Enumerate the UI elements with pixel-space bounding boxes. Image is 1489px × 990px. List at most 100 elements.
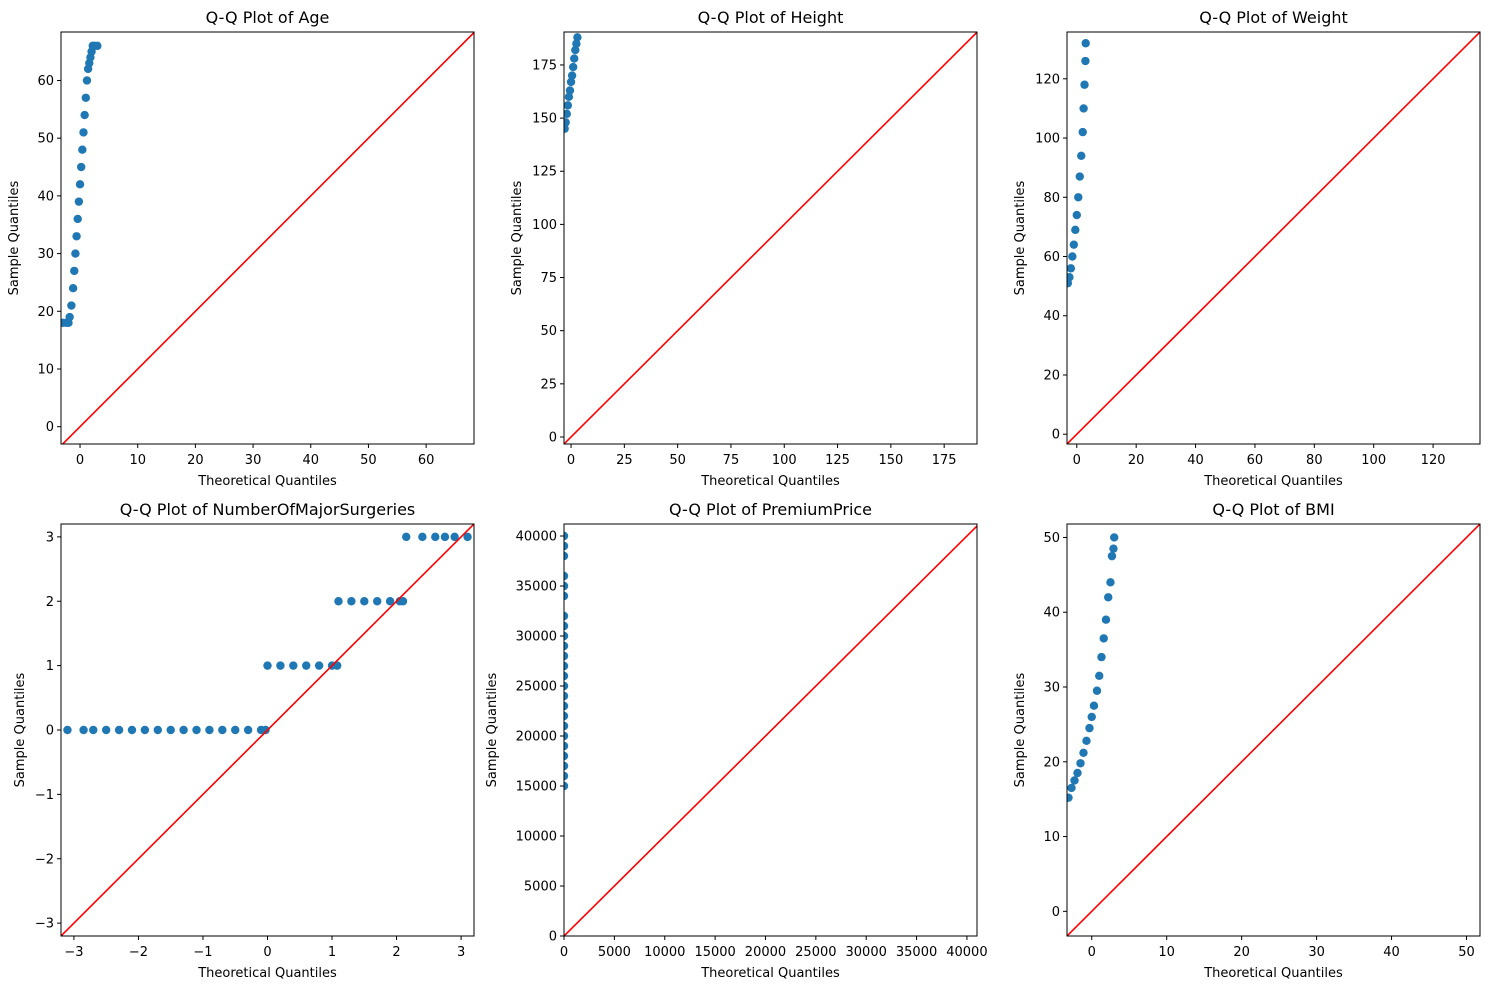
data-point bbox=[567, 71, 577, 80]
x-tick-label: 5000 bbox=[598, 945, 631, 960]
y-tick-label: 25 bbox=[540, 377, 557, 392]
y-tick-label: 125 bbox=[532, 165, 557, 180]
data-point bbox=[1078, 127, 1087, 137]
data-point bbox=[231, 725, 240, 735]
data-point bbox=[1069, 240, 1079, 249]
data-point bbox=[71, 249, 80, 258]
data-point bbox=[140, 725, 150, 735]
data-point bbox=[570, 54, 579, 63]
data-point bbox=[289, 661, 298, 670]
x-tick-label: 40 bbox=[1383, 945, 1400, 960]
data-point bbox=[1070, 776, 1079, 785]
axes-frame bbox=[563, 31, 978, 445]
x-axis-label: Theoretical Quantiles bbox=[197, 966, 337, 981]
x-tick-label: 80 bbox=[1306, 453, 1323, 468]
data-point bbox=[1109, 544, 1118, 553]
y-tick-label: 20 bbox=[37, 305, 54, 320]
data-point bbox=[1071, 225, 1080, 235]
data-point bbox=[70, 266, 79, 276]
x-tick-label: 100 bbox=[772, 453, 797, 468]
data-point bbox=[74, 197, 84, 206]
data-point bbox=[79, 725, 88, 735]
y-tick-label: 40 bbox=[1043, 606, 1060, 621]
data-point bbox=[78, 145, 87, 154]
data-point bbox=[1067, 783, 1076, 793]
y-axis-label: Sample Quantiles bbox=[7, 180, 22, 295]
data-point bbox=[1068, 252, 1077, 261]
x-axis-label: Theoretical Quantiles bbox=[1203, 966, 1343, 981]
data-point bbox=[81, 93, 91, 102]
x-tick-label: 3 bbox=[457, 945, 465, 960]
plot-area bbox=[1067, 524, 1480, 936]
x-tick-label: 35000 bbox=[896, 945, 937, 960]
data-point bbox=[564, 731, 569, 741]
data-point bbox=[80, 110, 89, 120]
x-tick-label: 120 bbox=[1421, 453, 1446, 468]
data-point bbox=[1104, 593, 1113, 602]
y-tick-label: 10 bbox=[1043, 830, 1060, 845]
data-point bbox=[564, 531, 569, 541]
y-tick-label: 0 bbox=[1052, 905, 1060, 920]
x-tick-label: 20000 bbox=[745, 945, 786, 960]
data-point bbox=[1097, 652, 1106, 662]
chart-title: Q-Q Plot of Height bbox=[698, 8, 844, 27]
data-point bbox=[572, 39, 581, 48]
data-point bbox=[1067, 793, 1073, 802]
data-point bbox=[314, 661, 324, 670]
y-tick-label: 80 bbox=[1043, 191, 1060, 206]
data-point bbox=[564, 641, 569, 651]
subplot-6: Q-Q Plot of BMI Theoretical Quantiles Samp… bbox=[1013, 500, 1481, 981]
axes-frame bbox=[1066, 523, 1481, 937]
y-tick-label: 20 bbox=[1043, 755, 1060, 770]
data-point bbox=[564, 109, 571, 119]
y-tick-label: 50 bbox=[37, 132, 54, 147]
y-tick-label: 60 bbox=[37, 74, 54, 89]
data-point bbox=[566, 77, 576, 87]
x-axis-label: Theoretical Quantiles bbox=[197, 474, 337, 489]
data-point bbox=[564, 651, 569, 661]
chart-title: Q-Q Plot of Weight bbox=[1199, 8, 1348, 27]
subplot-1: Q-Q Plot of Age Theoretical Quantiles Samp… bbox=[7, 8, 475, 489]
y-axis-label: Sample Quantiles bbox=[1013, 672, 1028, 787]
data-point bbox=[68, 284, 78, 293]
data-point bbox=[65, 312, 74, 322]
y-tick-label: 100 bbox=[1035, 132, 1060, 147]
y-tick-label: 30 bbox=[1043, 681, 1060, 696]
x-tick-label: 30 bbox=[245, 453, 262, 468]
data-point bbox=[571, 45, 580, 55]
data-point bbox=[564, 681, 569, 691]
x-tick-label: 0 bbox=[76, 453, 84, 468]
y-tick-label: 2 bbox=[46, 595, 54, 610]
x-tick-label: 50 bbox=[1458, 945, 1475, 960]
x-tick-label: 175 bbox=[932, 453, 957, 468]
data-point bbox=[564, 591, 569, 601]
data-point bbox=[564, 551, 569, 561]
subplot-2: Q-Q Plot of Height Theoretical Quantiles S… bbox=[510, 8, 978, 489]
x-tick-label: 20 bbox=[187, 453, 204, 468]
x-tick-label: 125 bbox=[825, 453, 850, 468]
data-point bbox=[564, 721, 569, 731]
data-point bbox=[263, 661, 272, 670]
data-point bbox=[72, 232, 81, 241]
y-tick-label: 175 bbox=[532, 58, 557, 73]
axes-frame bbox=[60, 523, 475, 937]
x-tick-label: 0 bbox=[567, 453, 575, 468]
x-axis-label: Theoretical Quantiles bbox=[1203, 474, 1343, 489]
y-axis-label: Sample Quantiles bbox=[510, 180, 525, 295]
data-point bbox=[402, 532, 411, 542]
plot-area bbox=[564, 32, 977, 444]
data-point bbox=[565, 86, 575, 95]
data-point bbox=[1074, 193, 1083, 202]
plot-area bbox=[61, 32, 474, 444]
data-point bbox=[334, 597, 343, 606]
x-tick-label: 10 bbox=[129, 453, 146, 468]
data-point bbox=[564, 621, 569, 631]
y-tick-label: 5000 bbox=[524, 880, 557, 895]
data-point bbox=[1077, 151, 1086, 161]
data-point bbox=[127, 725, 137, 735]
data-point bbox=[1082, 736, 1091, 746]
x-axis-label: Theoretical Quantiles bbox=[700, 474, 840, 489]
data-point bbox=[153, 725, 162, 735]
plot-area bbox=[564, 524, 977, 936]
data-point bbox=[1081, 56, 1090, 66]
